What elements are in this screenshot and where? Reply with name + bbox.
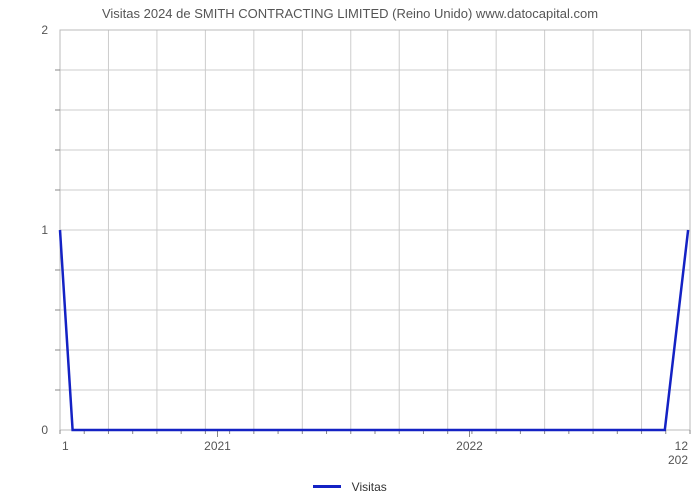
visits-chart: Visitas 2024 de SMITH CONTRACTING LIMITE…	[0, 0, 700, 500]
y-tick-label: 2	[41, 23, 48, 37]
legend-swatch	[313, 485, 341, 488]
legend-label: Visitas	[352, 480, 387, 494]
x-corner-right-2: 202	[668, 453, 688, 467]
legend: Visitas	[0, 478, 700, 496]
y-tick-label: 0	[41, 423, 48, 437]
chart-canvas: 01220212022112202	[0, 0, 700, 500]
chart-title: Visitas 2024 de SMITH CONTRACTING LIMITE…	[0, 6, 700, 21]
x-corner-right: 12	[675, 439, 689, 453]
x-corner-left: 1	[62, 439, 69, 453]
y-tick-label: 1	[41, 223, 48, 237]
x-tick-label: 2021	[204, 439, 231, 453]
x-tick-label: 2022	[456, 439, 483, 453]
